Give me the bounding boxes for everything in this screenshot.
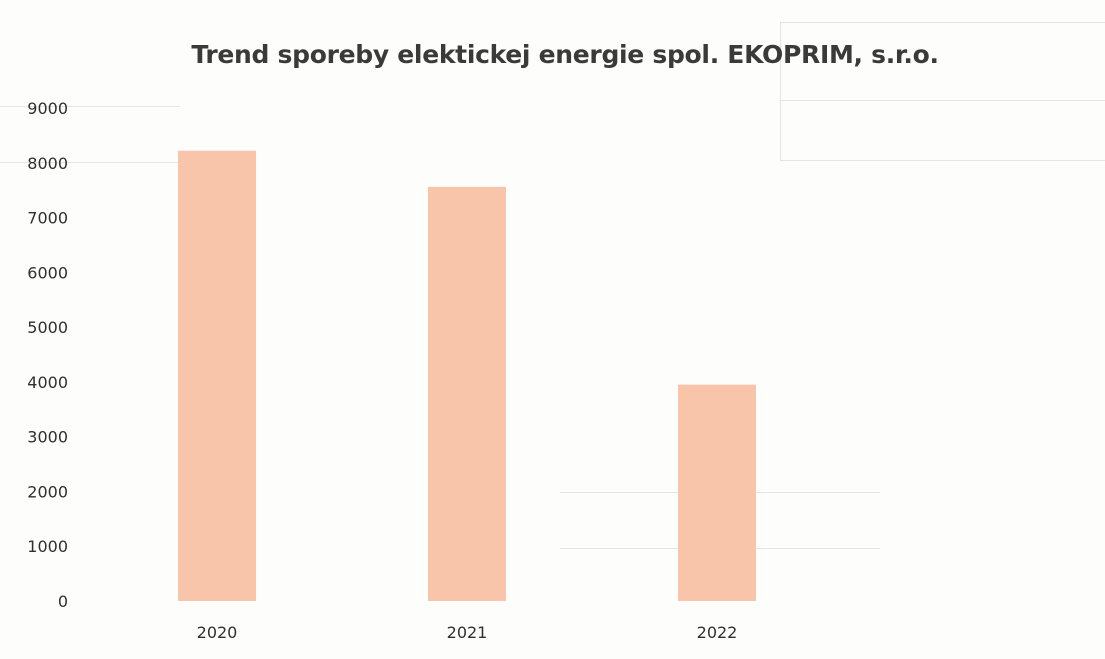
y-tick-label: 6000 bbox=[27, 263, 68, 282]
bars bbox=[178, 150, 756, 601]
y-tick-label: 0 bbox=[58, 592, 68, 611]
y-tick-label: 1000 bbox=[27, 537, 68, 556]
bar-2021 bbox=[428, 186, 506, 601]
y-tick-label: 7000 bbox=[27, 209, 68, 228]
y-tick-label: 2000 bbox=[27, 482, 68, 501]
y-tick-label: 9000 bbox=[27, 99, 68, 118]
x-tick-label: 2020 bbox=[197, 623, 238, 642]
chart-title: Trend sporeby elektickej energie spol. E… bbox=[191, 40, 939, 69]
y-tick-label: 5000 bbox=[27, 318, 68, 337]
y-tick-label: 4000 bbox=[27, 373, 68, 392]
x-tick-label: 2021 bbox=[447, 623, 488, 642]
y-axis-ticks: 0 1000 2000 3000 4000 5000 6000 7000 8000 9000 bbox=[27, 99, 68, 611]
x-axis-ticks: 2020 2021 2022 bbox=[197, 623, 738, 642]
x-tick-label: 2022 bbox=[697, 623, 738, 642]
bar-2022 bbox=[678, 384, 756, 601]
y-tick-label: 8000 bbox=[27, 154, 68, 173]
bar-2020 bbox=[178, 150, 256, 601]
y-tick-label: 3000 bbox=[27, 428, 68, 447]
